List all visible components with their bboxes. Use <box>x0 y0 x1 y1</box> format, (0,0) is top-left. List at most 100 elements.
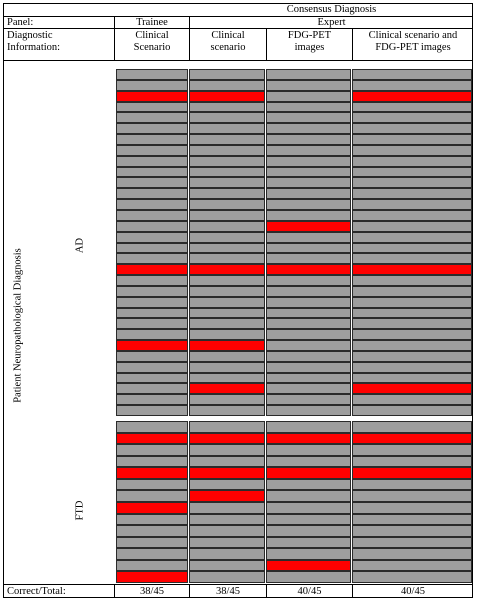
correct-cell-expert-fdgpet <box>266 372 351 384</box>
col-divider-2b <box>189 584 190 598</box>
ad-case-row <box>116 340 474 351</box>
incorrect-cell-expert-combined <box>352 383 472 395</box>
incorrect-cell-expert-fdgpet <box>266 559 351 572</box>
incorrect-cell-expert-clinical <box>189 467 265 479</box>
correct-cell-expert-combined <box>352 307 472 319</box>
correct-cell-trainee-clinical <box>116 329 188 341</box>
incorrect-cell-trainee-clinical <box>116 571 188 583</box>
correct-cell-expert-combined <box>352 405 472 416</box>
correct-cell-expert-clinical <box>189 444 265 456</box>
ad-case-row <box>116 285 474 297</box>
correct-cell-expert-clinical <box>189 199 265 210</box>
ftd-case-row <box>116 490 474 502</box>
correct-cell-expert-combined <box>352 231 472 243</box>
ad-case-row <box>116 307 474 319</box>
correct-cell-expert-fdgpet <box>266 490 351 502</box>
correct-cell-expert-clinical <box>189 79 265 91</box>
ad-case-row <box>116 166 474 178</box>
correct-cell-expert-combined <box>352 296 472 308</box>
ftd-case-row <box>116 559 474 572</box>
correct-cell-expert-combined <box>352 134 472 145</box>
ad-case-row <box>116 394 474 406</box>
correct-cell-trainee-clinical <box>116 455 188 468</box>
score-expert-fdgpet: 40/45 <box>297 586 322 597</box>
incorrect-cell-trainee-clinical <box>116 264 188 276</box>
diagnostic-label-1: Diagnostic <box>7 30 53 41</box>
correct-cell-expert-clinical <box>189 536 265 549</box>
incorrect-cell-expert-clinical <box>189 432 265 445</box>
correct-cell-trainee-clinical <box>116 307 188 319</box>
incorrect-cell-expert-clinical <box>189 264 265 276</box>
col-divider-1 <box>114 16 115 60</box>
correct-cell-expert-clinical <box>189 285 265 297</box>
correct-cell-trainee-clinical <box>116 220 188 232</box>
correct-cell-expert-fdgpet <box>266 501 351 514</box>
correct-cell-trainee-clinical <box>116 155 188 167</box>
correct-cell-expert-clinical <box>189 478 265 491</box>
incorrect-cell-trainee-clinical <box>116 432 188 445</box>
incorrect-cell-expert-combined <box>352 432 472 445</box>
correct-cell-expert-clinical <box>189 220 265 232</box>
incorrect-cell-expert-combined <box>352 264 472 276</box>
correct-cell-expert-combined <box>352 144 472 156</box>
correct-cell-expert-clinical <box>189 123 265 135</box>
correct-cell-trainee-clinical <box>116 101 188 113</box>
correct-cell-expert-fdgpet <box>266 188 351 200</box>
correct-cell-expert-fdgpet <box>266 525 351 537</box>
correct-cell-trainee-clinical <box>116 199 188 210</box>
correct-cell-trainee-clinical <box>116 350 188 362</box>
correct-cell-expert-combined <box>352 79 472 91</box>
correct-cell-expert-clinical <box>189 372 265 384</box>
correct-cell-trainee-clinical <box>116 285 188 297</box>
correct-cell-expert-clinical <box>189 394 265 406</box>
correct-cell-expert-clinical <box>189 296 265 308</box>
correct-cell-expert-combined <box>352 155 472 167</box>
correct-cell-expert-combined <box>352 372 472 384</box>
ad-case-row <box>116 155 474 167</box>
score-expert-clinical: 38/45 <box>216 586 240 597</box>
ad-case-row <box>116 90 474 102</box>
correct-cell-expert-fdgpet <box>266 199 351 210</box>
correct-cell-trainee-clinical <box>116 253 188 265</box>
score-trainee-clinical: 38/45 <box>140 586 164 597</box>
correct-cell-trainee-clinical <box>116 69 188 80</box>
incorrect-cell-expert-clinical <box>189 490 265 502</box>
correct-cell-expert-combined <box>352 455 472 468</box>
ftd-case-row <box>116 432 474 445</box>
correct-cell-expert-combined <box>352 501 472 514</box>
col-divider-1b <box>114 584 115 598</box>
ad-case-row <box>116 101 474 113</box>
correct-cell-expert-fdgpet <box>266 209 351 221</box>
correct-cell-expert-clinical <box>189 69 265 80</box>
correct-cell-trainee-clinical <box>116 548 188 560</box>
incorrect-cell-expert-combined <box>352 467 472 479</box>
row-axis-label: Patient Neuropathological Diagnosis <box>12 248 24 403</box>
footer-label: Correct/Total: <box>7 586 66 597</box>
correct-cell-expert-combined <box>352 361 472 373</box>
correct-cell-expert-fdgpet <box>266 134 351 145</box>
correct-cell-expert-fdgpet <box>266 231 351 243</box>
panel-label: Panel: <box>7 17 34 28</box>
correct-cell-expert-clinical <box>189 350 265 362</box>
correct-cell-expert-combined <box>352 329 472 341</box>
correct-cell-expert-fdgpet <box>266 90 351 102</box>
correct-cell-expert-clinical <box>189 405 265 416</box>
ad-case-row <box>116 123 474 135</box>
correct-cell-expert-clinical <box>189 329 265 341</box>
diagnostic-label-2: Information: <box>7 42 61 53</box>
ftd-case-row <box>116 548 474 560</box>
correct-cell-expert-combined <box>352 513 472 526</box>
correct-cell-expert-combined <box>352 318 472 330</box>
ad-case-row <box>116 242 474 254</box>
correct-cell-expert-combined <box>352 478 472 491</box>
rule-footer <box>4 584 473 585</box>
correct-cell-expert-combined <box>352 199 472 210</box>
correct-cell-expert-clinical <box>189 209 265 221</box>
incorrect-cell-expert-fdgpet <box>266 432 351 445</box>
correct-cell-trainee-clinical <box>116 421 188 433</box>
correct-cell-expert-fdgpet <box>266 361 351 373</box>
correct-cell-expert-combined <box>352 242 472 254</box>
rule-top-header <box>4 16 473 17</box>
correct-cell-expert-fdgpet <box>266 112 351 124</box>
correct-cell-expert-clinical <box>189 307 265 319</box>
